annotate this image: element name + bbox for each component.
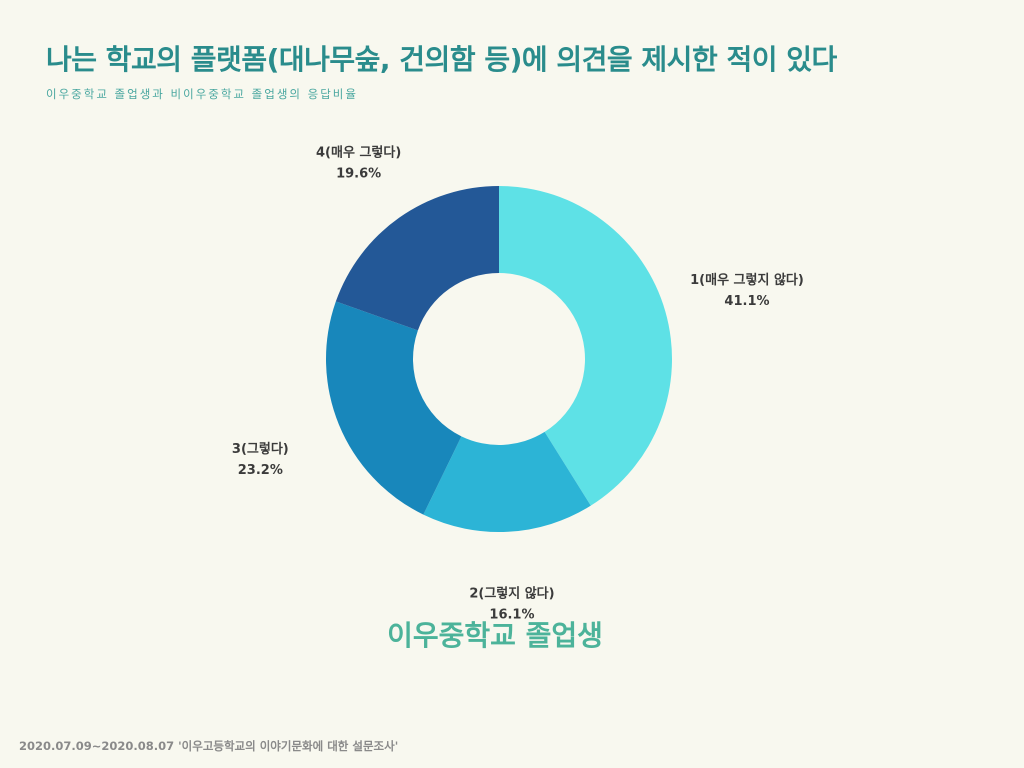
donut-slice <box>326 301 462 515</box>
slice-value-label: 19.6% <box>336 167 381 182</box>
donut-slice <box>499 186 672 506</box>
slice-category-label: 2(그렇지 않다) <box>469 586 554 602</box>
slice-category-label: 3(그렇다) <box>232 441 289 457</box>
chart-caption: 이우중학교 졸업생 <box>387 619 603 652</box>
slice-category-label: 1(매우 그렇지 않다) <box>690 272 804 288</box>
donut-slice <box>335 186 499 331</box>
slice-value-label: 16.1% <box>489 608 534 623</box>
page-subtitle: 이우중학교 졸업생과 비이우중학교 졸업생의 응답비율 <box>46 87 358 101</box>
source-footer: 2020.07.09~2020.08.07 '이우고등학교의 이야기문화에 대한… <box>19 739 399 753</box>
slice-category-label: 4(매우 그렇다) <box>316 145 401 161</box>
page-title: 나는 학교의 플랫폼(대나무숲, 건의함 등)에 의견을 제시한 적이 있다 <box>46 43 837 76</box>
donut-slice <box>423 431 591 532</box>
slice-value-label: 41.1% <box>724 294 769 309</box>
slice-value-label: 23.2% <box>238 463 283 478</box>
